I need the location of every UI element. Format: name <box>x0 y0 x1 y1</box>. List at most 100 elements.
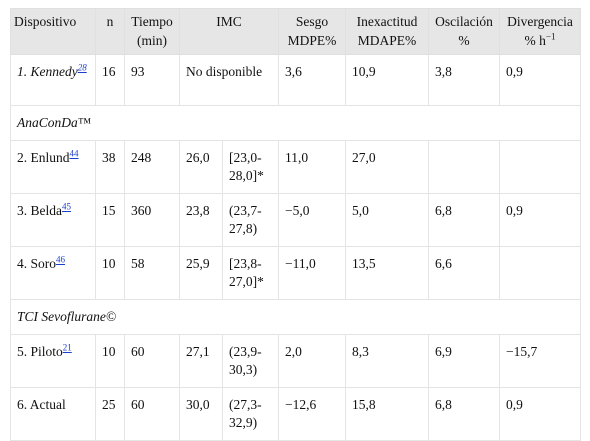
n-cell: 16 <box>95 54 125 106</box>
data-row: 3. Belda45 15 360 23,8 (23,7-27,8) −5,0 5,0 6,8… <box>10 193 582 247</box>
reference: 45 <box>62 202 71 212</box>
header-cell: Sesgo MDPE% <box>278 8 347 55</box>
device-name: Belda <box>30 203 63 218</box>
sesgo-value: 3,6 <box>285 64 302 79</box>
imc_range-cell: [23,8-27,0]* <box>221 246 280 300</box>
device-number: 3. <box>17 203 28 218</box>
device-cell: 4. Soro46 <box>10 246 96 300</box>
reference: 21 <box>63 343 72 353</box>
device-cell: 5. Piloto21 <box>10 334 96 388</box>
oscilacion-value: 6,6 <box>435 256 452 271</box>
reference-link[interactable]: 28 <box>77 62 87 73</box>
device-name: Kennedy <box>30 64 78 79</box>
section-row: TCI Sevoflurane© <box>9 299 582 335</box>
oscilacion-cell: 6,8 <box>428 387 501 441</box>
imc-cell: 23,8 <box>179 193 223 247</box>
tiempo-value: 360 <box>131 203 152 218</box>
header-text: MDAPE% <box>357 33 417 48</box>
header-text: Divergencia <box>507 14 573 29</box>
imc-value: 30,0 <box>186 397 210 412</box>
sesgo-value: 11,0 <box>285 150 309 165</box>
imc_range-cell: (27,3-32,9) <box>221 387 280 441</box>
header-superscript: −1 <box>545 31 556 42</box>
oscilacion-cell: 6,8 <box>428 193 501 247</box>
n-cell: 10 <box>95 334 125 388</box>
inexactitud-value: 10,9 <box>352 64 376 79</box>
oscilacion-value: 6,8 <box>435 397 452 412</box>
divergencia-cell: −15,7 <box>499 334 582 388</box>
n-value: 10 <box>102 256 116 271</box>
reference-link[interactable]: 21 <box>62 342 72 353</box>
table-body: 1. Kennedy28 16 93 No disponible 3,6 10,9 3,8 0… <box>9 54 582 441</box>
reference-link[interactable]: 44 <box>69 148 79 159</box>
divergencia-cell: 0,9 <box>499 54 582 106</box>
header-text: Inexactitud <box>356 14 418 29</box>
data-row: 4. Soro46 10 58 25,9 [23,8-27,0]* −11,0 13,5 6,… <box>10 246 582 300</box>
imc-value: 26,0 <box>186 150 210 165</box>
imc_range-cell: (23,7-27,8) <box>221 193 280 247</box>
oscilacion-cell: 3,8 <box>428 54 501 106</box>
device-number: 1. <box>17 64 28 79</box>
tiempo-cell: 248 <box>124 140 180 194</box>
section-row: AnaConDa™ <box>9 105 582 141</box>
divergencia-cell: 0,9 <box>499 193 582 247</box>
device-number: 6. <box>17 397 28 412</box>
divergencia-cell: 0,9 <box>499 387 582 441</box>
imc_range-value: [23,8-27,0]* <box>229 256 264 289</box>
sesgo-value: 2,0 <box>285 344 302 359</box>
device-number: 4. <box>17 256 28 271</box>
device-name: Actual <box>29 397 66 412</box>
divergencia-cell <box>499 246 582 300</box>
tiempo-value: 58 <box>131 256 145 271</box>
imc_range-value: (27,3-32,9) <box>229 397 262 430</box>
header-text: MDPE% <box>287 33 337 48</box>
device-name: Piloto <box>30 344 63 359</box>
sesgo-cell: 2,0 <box>278 334 347 388</box>
data-row: 2. Enlund44 38 248 26,0 [23,0-28,0]* 11,0 27,0 <box>10 140 582 194</box>
header-row: Dispositivo n Tiempo (min) IMC Sesgo MDPE% Inex… <box>10 8 582 55</box>
oscilacion-value: 6,8 <box>435 203 452 218</box>
oscilacion-cell <box>428 140 501 194</box>
n-value: 10 <box>102 344 116 359</box>
inexactitud-cell: 13,5 <box>345 246 430 300</box>
inexactitud-cell: 10,9 <box>345 54 430 106</box>
imc-cell: 27,1 <box>179 334 223 388</box>
tiempo-value: 60 <box>131 397 145 412</box>
sesgo-cell: 3,6 <box>278 54 347 106</box>
data-row: 1. Kennedy28 16 93 No disponible 3,6 10,9 3,8 0… <box>10 54 582 106</box>
device-name: Enlund <box>30 150 70 165</box>
header-cell: n <box>95 8 125 55</box>
imc_na-value: No disponible <box>186 64 263 79</box>
device-name: Soro <box>30 256 57 271</box>
inexactitud-cell: 8,3 <box>345 334 430 388</box>
header-text: (min) <box>137 33 167 48</box>
data-row: 5. Piloto21 10 60 27,1 (23,9-30,3) 2,0 8,3 6,9 −… <box>10 334 582 388</box>
n-cell: 38 <box>95 140 125 194</box>
header-text: Sesgo <box>295 14 329 29</box>
oscilacion-value: 6,9 <box>435 344 452 359</box>
oscilacion-cell: 6,9 <box>428 334 501 388</box>
header-cell: IMC <box>178 8 280 55</box>
sesgo-cell: 11,0 <box>278 140 347 194</box>
header-cell: Inexactitud MDAPE% <box>345 8 430 55</box>
inexactitud-value: 13,5 <box>352 256 376 271</box>
header-text: Oscilación <box>435 14 493 29</box>
inexactitud-cell: 15,8 <box>345 387 430 441</box>
reference: 46 <box>56 255 65 265</box>
reference-link[interactable]: 46 <box>56 254 66 265</box>
tiempo-value: 248 <box>131 150 152 165</box>
sesgo-cell: −12,6 <box>278 387 347 441</box>
device-cell: 1. Kennedy28 <box>10 54 96 106</box>
inexactitud-value: 8,3 <box>352 344 369 359</box>
divergencia-value: −15,7 <box>506 344 538 359</box>
inexactitud-value: 15,8 <box>352 397 376 412</box>
data-row: 6. Actual 25 60 30,0 (27,3-32,9) −12,6 15,8 6,8… <box>10 387 582 441</box>
device-number: 5. <box>17 344 28 359</box>
imc-cell: 26,0 <box>179 140 223 194</box>
section-cell: TCI Sevoflurane© <box>9 299 582 335</box>
imc-value: 27,1 <box>186 344 210 359</box>
reference-link[interactable]: 45 <box>62 201 71 212</box>
sesgo-value: −11,0 <box>285 256 316 271</box>
imc-cell: 25,9 <box>179 246 223 300</box>
divergencia-value: 0,9 <box>506 397 523 412</box>
